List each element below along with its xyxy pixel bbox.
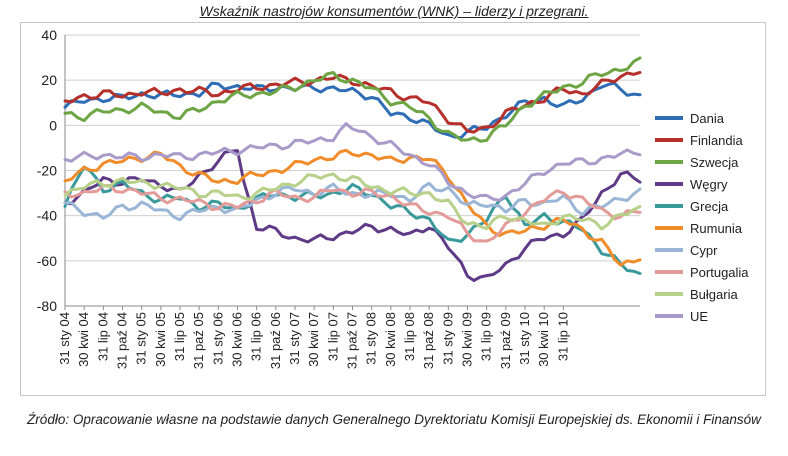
x-tick-label: 31 lip 04 bbox=[95, 312, 110, 361]
x-tick-label: 30 kwi 09 bbox=[460, 312, 475, 367]
x-tick-label: 31 lip 05 bbox=[172, 312, 187, 361]
x-tick-label: 31 lip 06 bbox=[249, 312, 264, 361]
x-tick-label: 31 paź 06 bbox=[268, 312, 283, 369]
series-line-cypr bbox=[63, 181, 642, 222]
legend-label: Grecja bbox=[690, 199, 729, 214]
legend-label: Cypr bbox=[690, 243, 718, 258]
x-tick-label: 30 kwi 05 bbox=[153, 312, 168, 367]
x-tick-label: 31 sty 09 bbox=[440, 312, 455, 365]
y-tick-label: 20 bbox=[41, 72, 57, 88]
legend-label: Finlandia bbox=[690, 133, 744, 148]
x-tick-label: 31 sty 07 bbox=[287, 312, 302, 365]
x-tick-label: 31 lip 07 bbox=[325, 312, 340, 361]
x-tick-label: 31 sty 10 bbox=[517, 312, 532, 365]
y-tick-label: -20 bbox=[37, 163, 57, 179]
series-line-portugalia bbox=[63, 184, 642, 243]
x-tick-label: 31 sty 06 bbox=[210, 312, 225, 365]
x-tick-label: 30 kwi 10 bbox=[536, 312, 551, 367]
legend-label: Dania bbox=[690, 111, 725, 126]
x-tick-label: 31 paź 09 bbox=[498, 312, 513, 369]
legend-label: Szwecja bbox=[690, 155, 739, 170]
legend-label: Węgry bbox=[690, 177, 728, 192]
chart-title: Wskaźnik nastrojów konsumentów (WNK) – l… bbox=[199, 3, 589, 19]
y-tick-label: 0 bbox=[49, 117, 57, 133]
legend-label: Rumunia bbox=[690, 221, 743, 236]
x-tick-label: 31 sty 04 bbox=[57, 312, 72, 365]
source-note: Źródło: Opracowanie własne na podstawie … bbox=[27, 412, 761, 427]
legend-label: UE bbox=[690, 309, 708, 324]
x-tick-label: 31 sty 08 bbox=[364, 312, 379, 365]
x-tick-label: 30 kwi 06 bbox=[230, 312, 245, 367]
x-tick-label: 31 paź 08 bbox=[421, 312, 436, 369]
series-line-finlandia bbox=[63, 71, 642, 134]
chart-area: 40 20 0 -20 -40 -60 -80 31 sty 04 30 kwi 04 31 li… bbox=[20, 22, 766, 396]
x-tick-label: 31 lip 08 bbox=[402, 312, 417, 361]
x-tick-label: 31 lip 10 bbox=[555, 312, 570, 361]
series-line-szwecja bbox=[63, 56, 642, 143]
x-tick-label: 30 kwi 04 bbox=[76, 312, 91, 367]
x-tick-label: 31 paź 04 bbox=[115, 312, 130, 369]
series-line-bułgaria bbox=[63, 172, 642, 231]
y-tick-label: -80 bbox=[37, 298, 57, 314]
y-tick-label: -60 bbox=[37, 253, 57, 269]
series-line-ue bbox=[63, 122, 642, 202]
x-tick-label: 30 kwi 07 bbox=[306, 312, 321, 367]
legend-label: Portugalia bbox=[690, 265, 749, 280]
y-tick-label: -40 bbox=[37, 208, 57, 224]
legend-label: Bułgaria bbox=[690, 287, 738, 302]
x-tick-label: 31 paź 07 bbox=[345, 312, 360, 369]
x-tick-label: 30 kwi 08 bbox=[383, 312, 398, 367]
y-tick-label: 40 bbox=[41, 27, 57, 43]
x-tick-label: 31 sty 05 bbox=[134, 312, 149, 365]
x-tick-label: 31 paź 05 bbox=[191, 312, 206, 369]
x-tick-label: 31 lip 09 bbox=[479, 312, 494, 361]
